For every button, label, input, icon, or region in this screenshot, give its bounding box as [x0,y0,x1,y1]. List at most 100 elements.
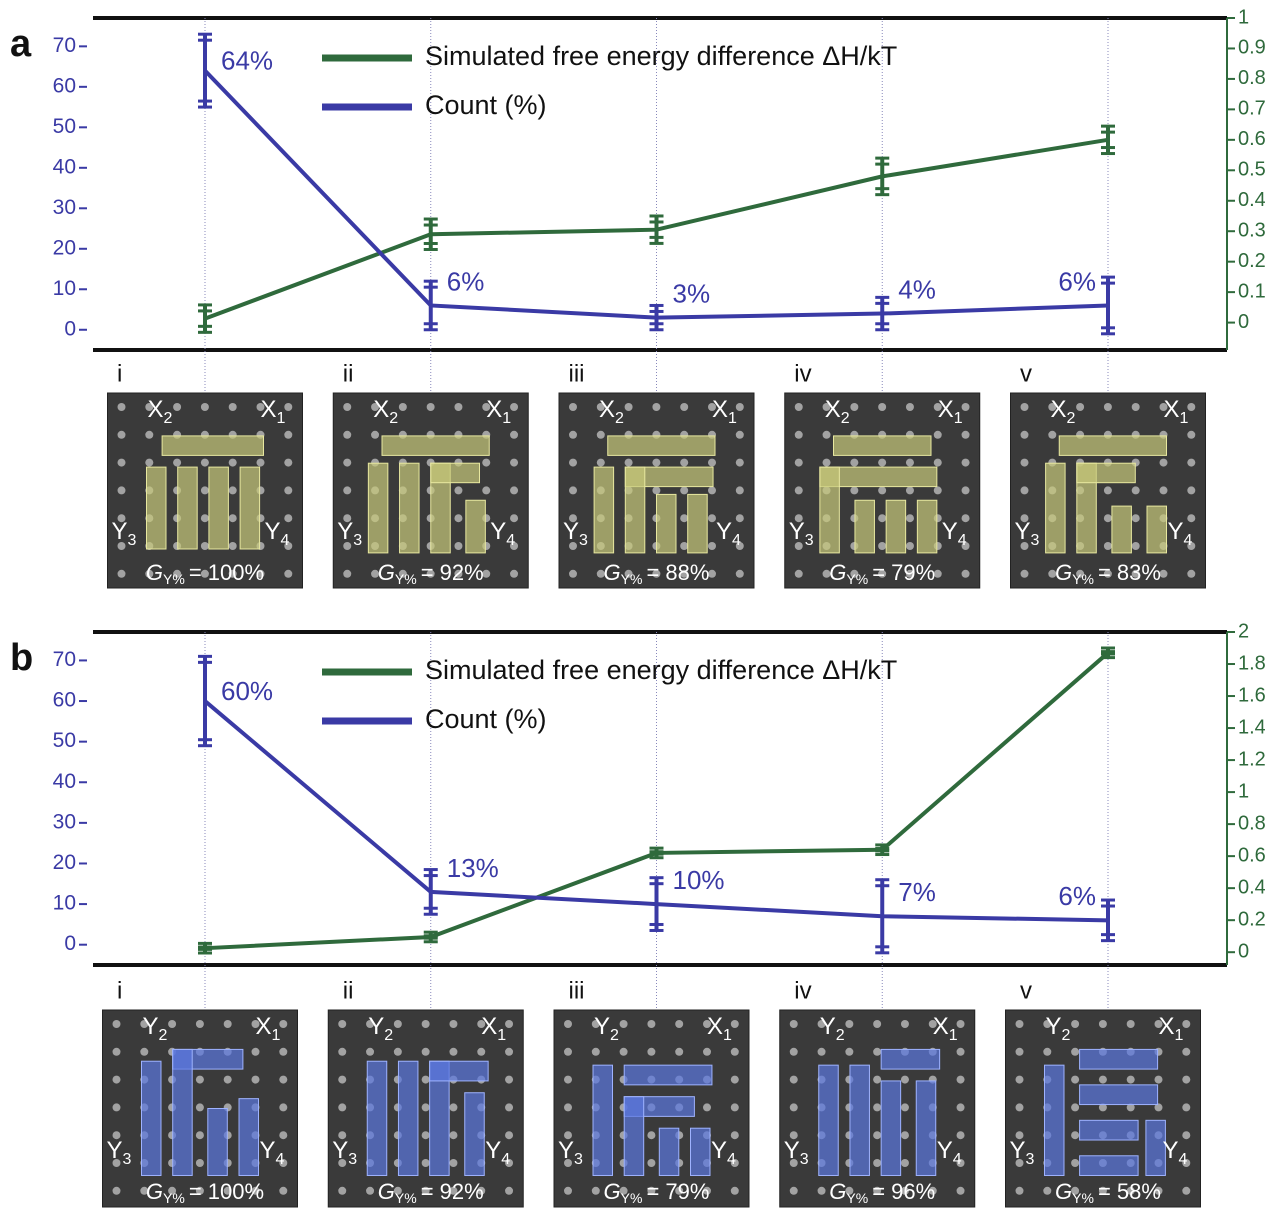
strand [1045,1065,1065,1175]
tile-dot [564,1187,572,1195]
tile-dot [647,1131,655,1139]
tile-dot [906,403,914,411]
tile-dot [731,1187,739,1195]
tile-dot [1187,459,1195,467]
y2-tick-label: 0.1 [1238,280,1265,302]
y2-tick-label: 0.3 [1238,219,1265,241]
text-part: Y [563,518,579,545]
tile-dot [1187,403,1195,411]
tile-dot [620,1020,628,1028]
tile-dot [1187,486,1195,494]
value-label: 6% [1058,266,1096,296]
tile-dot [366,1048,374,1056]
tile-dot [795,570,803,578]
y-tick-label: 70 [53,34,76,57]
tile-dot [201,542,209,550]
tile-dot [1021,403,1029,411]
tile-dot [795,431,803,439]
tile-dot [818,1048,826,1056]
tile-dot [201,514,209,522]
text-part: X [481,1013,497,1040]
tile-dot [1021,431,1029,439]
tile-dot [1016,1048,1024,1056]
tile-dot [196,1131,204,1139]
text-part: Y [260,1137,276,1164]
text-part: X [707,1013,723,1040]
text-part: 2 [615,410,624,427]
y2-tick-label: 0.5 [1238,159,1265,181]
text-part: 1 [954,410,963,427]
tile-dot [680,514,688,522]
text-part: 1 [272,1027,281,1044]
text-part: 2 [1062,1027,1071,1044]
tile-dot [647,1159,655,1167]
text-part: X [1164,396,1180,423]
text-part: 2 [384,1027,393,1044]
y2-tick-label: 1.4 [1238,716,1265,738]
tile-dot [736,459,744,467]
tile-dot [201,403,209,411]
tile-dot [284,514,292,522]
category-label: iii [569,360,585,387]
tile-dot [113,1076,121,1084]
tile-dot [1021,486,1029,494]
text-part: X [373,396,389,423]
tile-dot [196,1103,204,1111]
tile-dot [343,403,351,411]
strand [916,1081,936,1176]
tile-dot [878,542,886,550]
text-part: 4 [1184,532,1193,549]
tile-dot [196,1159,204,1167]
text-part: G [829,1179,846,1204]
y2-tick-label: 0 [1238,311,1249,333]
tile-dot [873,1048,881,1056]
tile-dot [168,1020,176,1028]
strand [400,463,420,553]
tile-dot [510,514,518,522]
text-part: G [604,1179,621,1204]
y-tick-label: 40 [53,770,76,793]
text-part: 3 [579,532,588,549]
tile-dot [284,459,292,467]
panel-label: a [10,23,32,65]
y-tick-label: 40 [53,155,76,178]
text-part: 1 [497,1027,506,1044]
tile-dot [1071,1048,1079,1056]
strand [162,436,263,456]
tile-dot [279,1187,287,1195]
tile-dot [703,1103,711,1111]
text-part: Y [1168,518,1184,545]
tile-dot [680,459,688,467]
tile-dot [962,514,970,522]
tile-dot [279,1103,287,1111]
strand [398,1061,418,1175]
tile-dot [338,1048,346,1056]
text-part: Y% [395,1190,417,1206]
text-part: X [256,1013,272,1040]
text-part: = 100% [189,1179,264,1204]
tile-dot [1132,486,1140,494]
tile-dot [878,459,886,467]
strand [368,463,388,553]
text-part: = 79% [872,560,935,585]
text-part: Y [594,1013,610,1040]
strand [147,467,167,549]
y2-tick-label: 0.4 [1238,189,1265,211]
text-part: Y [485,1137,501,1164]
y-tick-label: 70 [53,648,76,671]
error-bar [198,34,212,107]
category-label: iii [569,977,585,1004]
tile-dot [454,542,462,550]
tile-dot [564,1020,572,1028]
text-part: 3 [123,1151,132,1168]
strand [819,1065,839,1175]
text-part: = 88% [646,560,709,585]
tile-dot [850,403,858,411]
tile-dot [427,403,435,411]
error-bar [198,943,212,953]
text-part: = 100% [189,560,264,585]
text-part: Y [265,518,281,545]
tile-dot [957,1076,965,1084]
text-part: X [712,396,728,423]
tile-dot [118,459,126,467]
